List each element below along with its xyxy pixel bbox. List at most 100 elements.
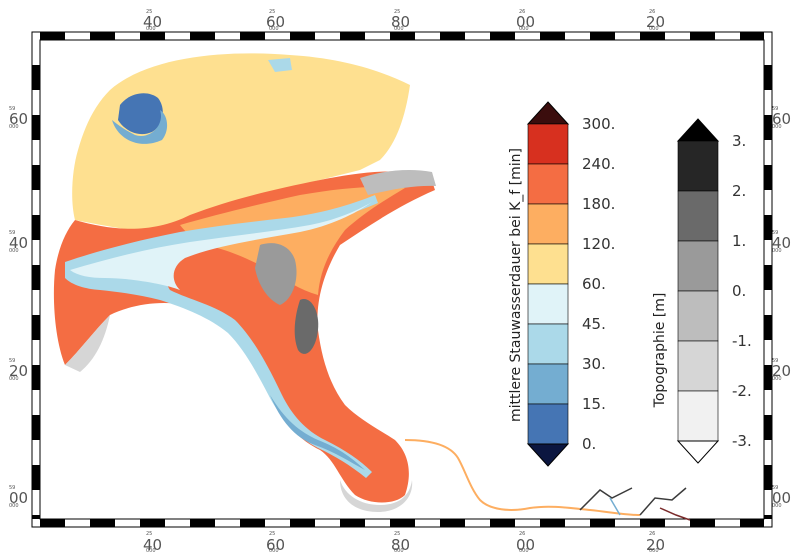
frame-check: [140, 519, 165, 527]
x-tick-label-bottom: 40: [143, 536, 162, 554]
x-tick-label-top: 80: [391, 13, 410, 31]
colorbar-duration: 300. 240. 180. 120. 60. 45. 30. 15. 0.: [526, 101, 615, 467]
colorbar-segment: [527, 163, 569, 205]
colorbar-duration-title: mittlere Stauwasserdauer bei K_f [min]: [508, 148, 524, 422]
frame-check: [32, 115, 40, 140]
colorbar-under-arrow: [676, 440, 720, 464]
river-channel-inner: [70, 202, 372, 290]
frame-check: [540, 519, 565, 527]
x-tick-suffix-top: 000: [269, 26, 279, 32]
frame-check: [764, 365, 772, 390]
colorbar-tick-label: 2.: [732, 182, 746, 200]
x-tick-label-bottom: 00: [516, 536, 535, 554]
y-tick-small-right: 59: [772, 485, 778, 491]
colorbar-segment: [677, 190, 719, 242]
frame-check: [90, 519, 115, 527]
colorbar-tick-label: 1.: [732, 232, 746, 250]
x-tick-small-bottom: 25: [394, 531, 400, 537]
colorbar-segment: [677, 390, 719, 442]
upstream-river: [404, 439, 641, 516]
tributary-2: [639, 487, 687, 516]
y-tick-label-right: 20: [772, 362, 791, 380]
frame-check: [764, 315, 772, 340]
x-tick-suffix-bottom: 000: [649, 548, 659, 554]
frame-check: [32, 65, 40, 90]
x-tick-small-top: 25: [146, 9, 152, 15]
colorbar-over-arrow: [526, 101, 570, 125]
y-tick-label-left: 40: [9, 234, 28, 252]
topography-halo: [65, 315, 110, 372]
x-tick-small-top: 26: [519, 9, 525, 15]
colorbar-segment: [527, 363, 569, 405]
colorbar-tick-label: -1.: [732, 332, 752, 350]
colorbar-topography-title: Topographie [m]: [652, 293, 668, 409]
y-tick-small-left: 59: [9, 106, 15, 112]
y-tick-label-left: 20: [9, 362, 28, 380]
colorbar-tick-label: 0.: [732, 282, 746, 300]
frame-check: [32, 515, 40, 519]
x-tick-small-bottom: 26: [519, 531, 525, 537]
x-tick-label-top: 40: [143, 13, 162, 31]
x-tick-suffix-bottom: 000: [146, 548, 156, 554]
colorbar-tick-label: 45.: [582, 315, 606, 333]
tributary-1: [579, 487, 633, 511]
frame-check: [32, 315, 40, 340]
tributary-3: [659, 507, 691, 521]
topography-grey-2: [294, 299, 319, 354]
frame-check: [390, 519, 415, 527]
frame-check: [640, 519, 665, 527]
frame-check: [32, 265, 40, 290]
frame-check: [290, 32, 315, 40]
topography-grey-1: [255, 243, 297, 305]
x-tick-suffix-bottom: 000: [269, 548, 279, 554]
sea-region-0-15: [118, 93, 163, 135]
colorbar-topography: 3. 2. 1. 0. -1. -2. -3.: [676, 118, 752, 464]
frame-check: [740, 519, 764, 527]
frame-check: [590, 32, 615, 40]
colorbar-segment: [527, 203, 569, 245]
colorbar-tick-label: 15.: [582, 395, 606, 413]
y-tick-small-right: 59: [772, 230, 778, 236]
frame-check: [490, 519, 515, 527]
y-tick-suffix-left: 000: [9, 376, 19, 382]
x-tick-small-bottom: 26: [649, 531, 655, 537]
frame-check: [540, 32, 565, 40]
y-tick-label-right: 60: [772, 110, 791, 128]
river-lower: [270, 395, 365, 470]
y-tick-label-left: 00: [9, 489, 28, 507]
colorbar-tick-label: 180.: [582, 195, 615, 213]
colorbar-tick-label: 30.: [582, 355, 606, 373]
frame-check: [764, 165, 772, 190]
x-tick-label-bottom: 80: [391, 536, 410, 554]
x-tick-label-top: 00: [516, 13, 535, 31]
topography-grey-3: [360, 170, 436, 195]
x-tick-small-top: 25: [269, 9, 275, 15]
frame-check: [40, 519, 65, 527]
frame-check: [440, 32, 465, 40]
y-tick-label-right: 40: [772, 234, 791, 252]
frame-check: [764, 215, 772, 240]
y-tick-suffix-right: 000: [772, 248, 782, 254]
frame-check: [240, 519, 265, 527]
colorbar-segment: [527, 243, 569, 285]
y-tick-small-left: 59: [9, 230, 15, 236]
frame-check: [764, 465, 772, 490]
y-tick-suffix-left: 000: [9, 503, 19, 509]
frame-check: [764, 515, 772, 519]
colorbar-over-arrow: [676, 118, 720, 142]
y-tick-suffix-left: 000: [9, 248, 19, 254]
colorbar-tick-label: 60.: [582, 275, 606, 293]
y-tick-small-right: 59: [772, 106, 778, 112]
x-tick-suffix-top: 000: [394, 26, 404, 32]
y-tick-small-right: 59: [772, 358, 778, 364]
frame-check: [190, 32, 215, 40]
colorbar-segment: [677, 290, 719, 342]
colorbar-segment: [527, 123, 569, 165]
x-tick-label-top: 60: [266, 13, 285, 31]
frame-check: [32, 215, 40, 240]
frame-check: [690, 32, 715, 40]
frame-check: [764, 65, 772, 90]
frame-check: [340, 519, 365, 527]
